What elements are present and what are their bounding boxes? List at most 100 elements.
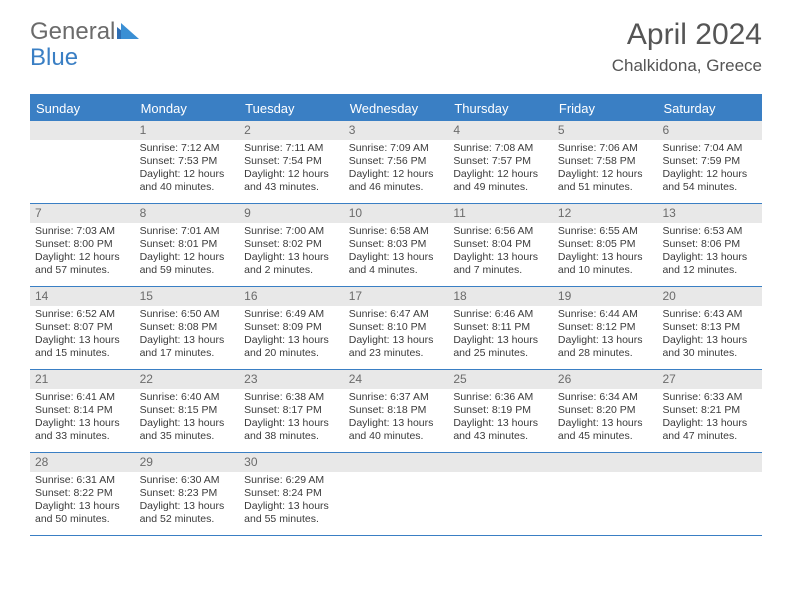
day-body: Sunrise: 6:55 AMSunset: 8:05 PMDaylight:… bbox=[553, 223, 658, 284]
day-info-line: and 40 minutes. bbox=[140, 181, 235, 194]
day-number: 23 bbox=[239, 370, 344, 389]
day-info-line: Sunset: 8:03 PM bbox=[349, 238, 444, 251]
day-info-line: Daylight: 13 hours bbox=[140, 417, 235, 430]
day-number: 27 bbox=[657, 370, 762, 389]
day-info-line: Sunrise: 6:43 AM bbox=[662, 308, 757, 321]
day-info-line: Sunset: 8:11 PM bbox=[453, 321, 548, 334]
day-info-line: Sunset: 8:23 PM bbox=[140, 487, 235, 500]
day-number: 10 bbox=[344, 204, 449, 223]
day-number: 4 bbox=[448, 121, 553, 140]
day-info-line: Sunset: 7:58 PM bbox=[558, 155, 653, 168]
day-info-line: Sunrise: 6:30 AM bbox=[140, 474, 235, 487]
day-info-line: Sunrise: 6:58 AM bbox=[349, 225, 444, 238]
day-body: Sunrise: 6:37 AMSunset: 8:18 PMDaylight:… bbox=[344, 389, 449, 450]
day-info-line: Sunrise: 6:29 AM bbox=[244, 474, 339, 487]
day-number: 16 bbox=[239, 287, 344, 306]
month-title: April 2024 bbox=[612, 18, 762, 52]
day-info-line: Sunset: 8:17 PM bbox=[244, 404, 339, 417]
day-info-line: Sunset: 8:15 PM bbox=[140, 404, 235, 417]
day-info-line: and 4 minutes. bbox=[349, 264, 444, 277]
day-info-line: Sunset: 8:00 PM bbox=[35, 238, 130, 251]
day-body: Sunrise: 6:30 AMSunset: 8:23 PMDaylight:… bbox=[135, 472, 240, 533]
day-info-line: Sunrise: 6:50 AM bbox=[140, 308, 235, 321]
day-info-line: Daylight: 13 hours bbox=[453, 417, 548, 430]
day-info-line: Sunset: 8:19 PM bbox=[453, 404, 548, 417]
day-info-line: Sunset: 7:53 PM bbox=[140, 155, 235, 168]
day-cell bbox=[448, 453, 553, 535]
day-number: 24 bbox=[344, 370, 449, 389]
day-cell: 30Sunrise: 6:29 AMSunset: 8:24 PMDayligh… bbox=[239, 453, 344, 535]
day-info-line: Sunrise: 6:40 AM bbox=[140, 391, 235, 404]
day-info-line: and 28 minutes. bbox=[558, 347, 653, 360]
day-cell: 2Sunrise: 7:11 AMSunset: 7:54 PMDaylight… bbox=[239, 121, 344, 203]
day-info-line: Sunrise: 6:49 AM bbox=[244, 308, 339, 321]
day-header-sunday: Sunday bbox=[30, 96, 135, 121]
logo-text-blue: Blue bbox=[30, 44, 78, 72]
day-number: 6 bbox=[657, 121, 762, 140]
day-cell: 3Sunrise: 7:09 AMSunset: 7:56 PMDaylight… bbox=[344, 121, 449, 203]
day-info-line: Sunrise: 7:00 AM bbox=[244, 225, 339, 238]
day-info-line: Daylight: 12 hours bbox=[35, 251, 130, 264]
day-body: Sunrise: 6:53 AMSunset: 8:06 PMDaylight:… bbox=[657, 223, 762, 284]
day-info-line: Sunset: 8:04 PM bbox=[453, 238, 548, 251]
day-info-line: and 47 minutes. bbox=[662, 430, 757, 443]
day-info-line: and 30 minutes. bbox=[662, 347, 757, 360]
day-body: Sunrise: 6:38 AMSunset: 8:17 PMDaylight:… bbox=[239, 389, 344, 450]
day-info-line: Sunset: 7:59 PM bbox=[662, 155, 757, 168]
day-info-line: and 54 minutes. bbox=[662, 181, 757, 194]
day-info-line: Sunrise: 7:11 AM bbox=[244, 142, 339, 155]
day-number: 15 bbox=[135, 287, 240, 306]
day-header-wednesday: Wednesday bbox=[344, 96, 449, 121]
day-info-line: Sunrise: 6:34 AM bbox=[558, 391, 653, 404]
day-body: Sunrise: 6:31 AMSunset: 8:22 PMDaylight:… bbox=[30, 472, 135, 533]
day-cell: 18Sunrise: 6:46 AMSunset: 8:11 PMDayligh… bbox=[448, 287, 553, 369]
day-number: 13 bbox=[657, 204, 762, 223]
day-info-line: Sunrise: 6:44 AM bbox=[558, 308, 653, 321]
day-cell: 29Sunrise: 6:30 AMSunset: 8:23 PMDayligh… bbox=[135, 453, 240, 535]
day-number: 2 bbox=[239, 121, 344, 140]
day-info-line: Daylight: 13 hours bbox=[453, 251, 548, 264]
day-info-line: Daylight: 13 hours bbox=[244, 251, 339, 264]
day-info-line: Sunrise: 6:41 AM bbox=[35, 391, 130, 404]
day-number: 9 bbox=[239, 204, 344, 223]
day-info-line: Daylight: 13 hours bbox=[35, 500, 130, 513]
day-info-line: Sunset: 8:24 PM bbox=[244, 487, 339, 500]
day-number: 29 bbox=[135, 453, 240, 472]
day-info-line: Sunrise: 6:47 AM bbox=[349, 308, 444, 321]
day-info-line: Sunset: 8:12 PM bbox=[558, 321, 653, 334]
day-number: 19 bbox=[553, 287, 658, 306]
day-header-monday: Monday bbox=[135, 96, 240, 121]
day-info-line: Sunrise: 7:03 AM bbox=[35, 225, 130, 238]
day-info-line: and 59 minutes. bbox=[140, 264, 235, 277]
title-block: April 2024 Chalkidona, Greece bbox=[612, 18, 762, 76]
day-body: Sunrise: 6:58 AMSunset: 8:03 PMDaylight:… bbox=[344, 223, 449, 284]
day-number: 28 bbox=[30, 453, 135, 472]
day-cell: 16Sunrise: 6:49 AMSunset: 8:09 PMDayligh… bbox=[239, 287, 344, 369]
day-number: 22 bbox=[135, 370, 240, 389]
day-cell bbox=[344, 453, 449, 535]
day-info-line: and 50 minutes. bbox=[35, 513, 130, 526]
day-info-line: Daylight: 12 hours bbox=[662, 168, 757, 181]
day-header-row: Sunday Monday Tuesday Wednesday Thursday… bbox=[30, 96, 762, 121]
day-body: Sunrise: 6:56 AMSunset: 8:04 PMDaylight:… bbox=[448, 223, 553, 284]
day-body: Sunrise: 7:00 AMSunset: 8:02 PMDaylight:… bbox=[239, 223, 344, 284]
day-body: Sunrise: 6:33 AMSunset: 8:21 PMDaylight:… bbox=[657, 389, 762, 450]
day-info-line: Daylight: 13 hours bbox=[662, 334, 757, 347]
day-info-line: Daylight: 13 hours bbox=[349, 334, 444, 347]
day-cell: 19Sunrise: 6:44 AMSunset: 8:12 PMDayligh… bbox=[553, 287, 658, 369]
day-info-line: Sunrise: 6:31 AM bbox=[35, 474, 130, 487]
day-cell: 22 Sunrise: 6:40 AMSunset: 8:15 PMDayligh… bbox=[135, 370, 240, 452]
day-number bbox=[553, 453, 658, 472]
day-info-line: Sunrise: 6:37 AM bbox=[349, 391, 444, 404]
day-cell: 24Sunrise: 6:37 AMSunset: 8:18 PMDayligh… bbox=[344, 370, 449, 452]
logo-triangle-icon bbox=[117, 18, 139, 46]
day-info-line: and 7 minutes. bbox=[453, 264, 548, 277]
day-info-line: Sunset: 8:09 PM bbox=[244, 321, 339, 334]
day-info-line: Sunrise: 7:01 AM bbox=[140, 225, 235, 238]
day-info-line: Daylight: 12 hours bbox=[558, 168, 653, 181]
day-info-line: Sunset: 8:18 PM bbox=[349, 404, 444, 417]
day-info-line: and 43 minutes. bbox=[244, 181, 339, 194]
day-info-line: Sunset: 8:01 PM bbox=[140, 238, 235, 251]
day-body: Sunrise: 6:44 AMSunset: 8:12 PMDaylight:… bbox=[553, 306, 658, 367]
day-cell: 23Sunrise: 6:38 AMSunset: 8:17 PMDayligh… bbox=[239, 370, 344, 452]
